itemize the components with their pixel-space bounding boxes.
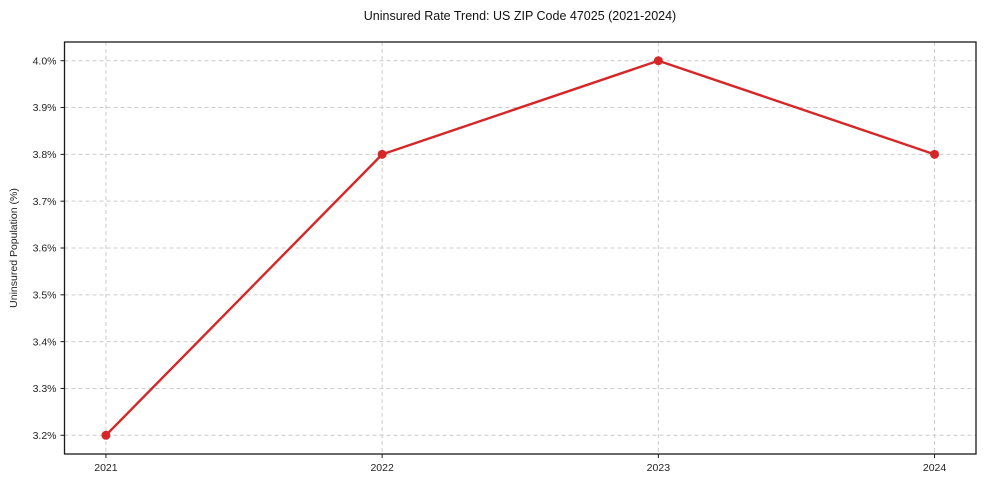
y-tick-label: 3.8% [33, 149, 57, 161]
y-tick-label: 3.4% [33, 336, 57, 348]
x-tick-label: 2023 [647, 462, 671, 474]
data-point-marker [101, 430, 111, 440]
trend-line [104, 59, 936, 437]
y-tick-label: 3.3% [33, 383, 57, 395]
y-tick-label: 3.9% [33, 102, 57, 114]
y-tick-label: 3.7% [33, 196, 57, 208]
data-point-marker [653, 56, 663, 66]
y-tick-label: 3.5% [33, 289, 57, 301]
y-tick-label: 4.0% [33, 55, 57, 67]
x-tick-label: 2021 [94, 462, 118, 474]
x-tick-label: 2024 [923, 462, 947, 474]
data-point-marker [930, 149, 940, 159]
plot-border [63, 41, 977, 455]
chart-title: Uninsured Rate Trend: US ZIP Code 47025 … [363, 9, 677, 23]
x-tick-label: 2022 [370, 462, 394, 474]
data-point-marker [377, 149, 387, 159]
y-tick-label: 3.2% [33, 430, 57, 442]
y-tick-label: 3.6% [33, 243, 57, 255]
